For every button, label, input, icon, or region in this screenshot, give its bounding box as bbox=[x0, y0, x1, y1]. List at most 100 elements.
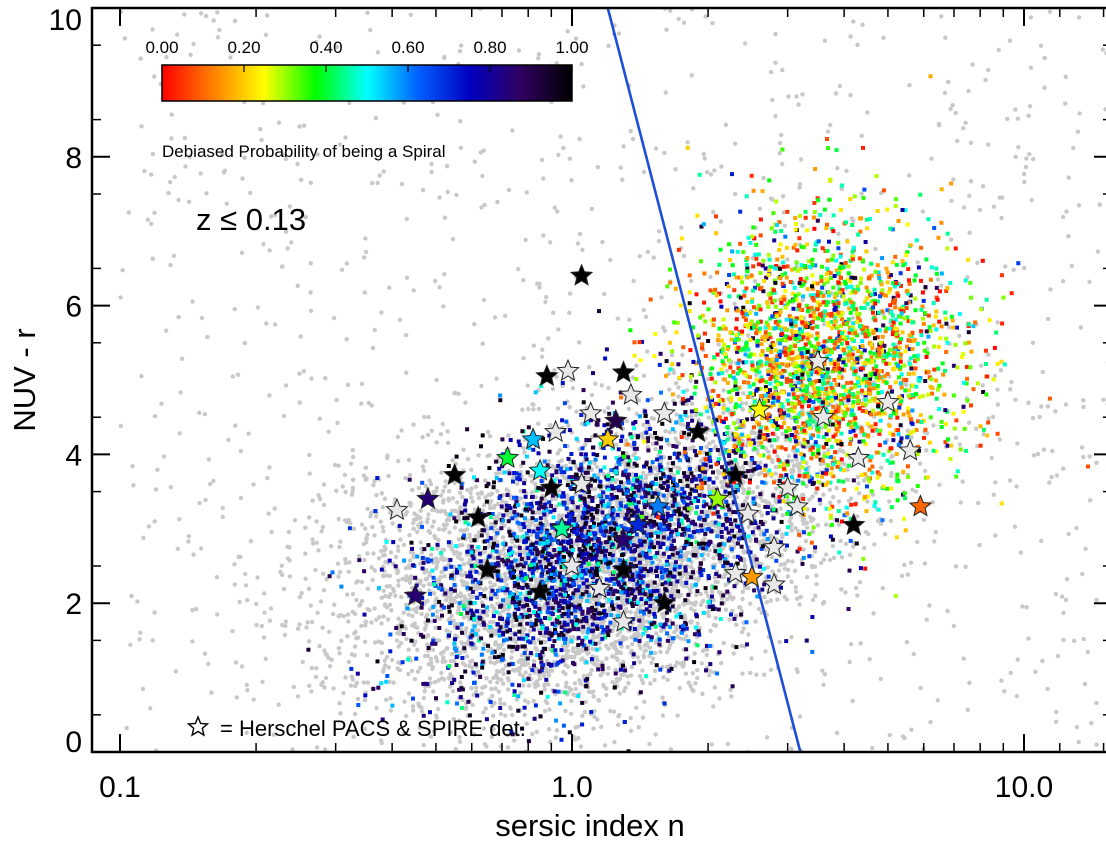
background-point bbox=[978, 363, 984, 368]
background-point bbox=[924, 448, 929, 453]
background-point bbox=[458, 490, 463, 495]
background-point bbox=[1024, 605, 1029, 610]
background-point bbox=[744, 401, 749, 406]
background-point bbox=[712, 168, 717, 173]
background-point bbox=[721, 640, 726, 646]
background-point bbox=[777, 151, 782, 156]
background-point bbox=[1071, 145, 1076, 151]
background-point bbox=[635, 655, 640, 660]
background-point bbox=[381, 169, 386, 174]
background-point bbox=[708, 669, 713, 674]
background-point bbox=[1081, 404, 1086, 410]
background-point bbox=[441, 304, 446, 309]
background-point bbox=[779, 132, 784, 138]
background-point bbox=[961, 656, 966, 661]
background-point bbox=[668, 8, 673, 13]
background-point bbox=[491, 675, 496, 681]
background-point bbox=[664, 496, 669, 502]
background-point bbox=[306, 586, 312, 591]
background-point bbox=[957, 442, 963, 447]
background-point bbox=[709, 742, 714, 747]
background-point bbox=[285, 246, 290, 251]
background-point bbox=[176, 314, 181, 320]
background-point bbox=[782, 561, 787, 567]
background-point bbox=[315, 610, 320, 615]
background-point bbox=[334, 44, 339, 50]
background-point bbox=[485, 429, 491, 435]
background-point bbox=[476, 453, 481, 458]
background-point bbox=[594, 464, 600, 470]
background-point bbox=[708, 628, 713, 634]
background-point bbox=[865, 110, 870, 115]
background-point bbox=[230, 374, 235, 379]
background-point bbox=[458, 505, 463, 510]
background-point bbox=[634, 363, 639, 368]
background-point bbox=[336, 463, 341, 468]
background-point bbox=[399, 594, 404, 600]
background-point bbox=[616, 31, 622, 36]
background-point bbox=[664, 649, 670, 655]
background-point bbox=[224, 201, 229, 206]
background-point bbox=[430, 524, 435, 529]
background-point bbox=[248, 538, 254, 544]
background-point bbox=[654, 631, 659, 636]
background-point bbox=[654, 488, 659, 493]
background-point bbox=[799, 157, 804, 162]
background-point bbox=[621, 144, 626, 149]
background-point bbox=[336, 614, 341, 619]
background-point bbox=[220, 514, 225, 520]
background-point bbox=[402, 699, 407, 704]
background-point bbox=[716, 342, 721, 347]
background-point bbox=[488, 580, 493, 585]
background-point bbox=[481, 297, 487, 303]
background-point bbox=[190, 608, 195, 613]
background-point bbox=[751, 555, 756, 560]
background-point bbox=[1045, 686, 1050, 692]
background-point bbox=[853, 585, 859, 591]
background-point bbox=[727, 617, 732, 622]
background-point bbox=[674, 607, 679, 612]
background-point bbox=[627, 317, 632, 322]
background-point bbox=[673, 663, 678, 669]
background-point bbox=[1040, 369, 1046, 375]
background-point bbox=[1078, 325, 1084, 330]
background-point bbox=[948, 106, 953, 112]
background-point bbox=[531, 402, 536, 407]
background-point bbox=[375, 50, 381, 55]
background-point bbox=[704, 444, 709, 450]
background-point bbox=[268, 606, 274, 611]
background-point bbox=[618, 165, 623, 170]
background-point bbox=[345, 382, 351, 387]
background-point bbox=[373, 115, 379, 121]
background-point bbox=[436, 678, 441, 683]
background-point bbox=[871, 611, 876, 616]
background-point bbox=[929, 156, 934, 161]
background-point bbox=[716, 471, 722, 476]
background-point bbox=[469, 486, 474, 491]
background-point bbox=[833, 91, 839, 96]
background-point bbox=[752, 279, 758, 284]
background-point bbox=[332, 602, 337, 607]
background-point bbox=[539, 354, 545, 359]
background-point bbox=[472, 322, 477, 327]
background-point bbox=[567, 156, 572, 161]
background-point bbox=[363, 249, 369, 255]
background-point bbox=[522, 627, 527, 632]
background-point bbox=[468, 538, 474, 544]
background-point bbox=[732, 554, 737, 560]
background-point bbox=[1024, 156, 1029, 161]
background-point bbox=[441, 655, 446, 660]
background-point bbox=[575, 542, 580, 547]
background-point bbox=[672, 522, 677, 527]
background-point bbox=[308, 261, 313, 266]
background-point bbox=[563, 671, 568, 677]
background-point bbox=[521, 356, 526, 361]
background-point bbox=[215, 10, 220, 15]
background-point bbox=[503, 713, 508, 718]
background-point bbox=[610, 654, 615, 659]
background-point bbox=[789, 579, 794, 584]
background-point bbox=[385, 617, 391, 622]
background-point bbox=[435, 609, 440, 614]
background-point bbox=[243, 571, 248, 577]
background-point bbox=[977, 207, 983, 213]
